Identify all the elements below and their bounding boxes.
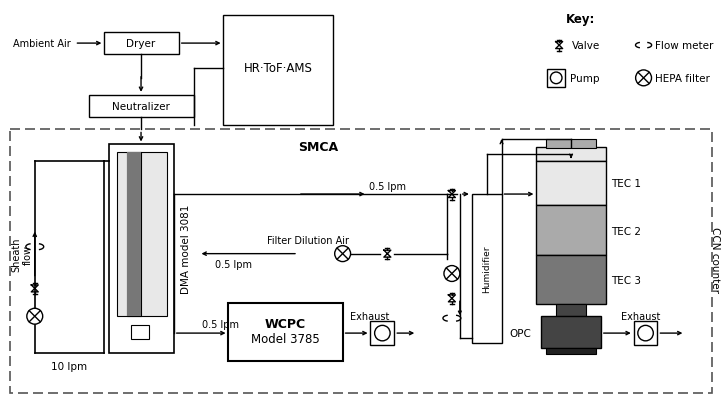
- Circle shape: [550, 73, 562, 85]
- Bar: [228, 304, 342, 361]
- Bar: [117, 153, 167, 316]
- Text: OPC: OPC: [510, 328, 531, 338]
- Text: Dryer: Dryer: [126, 39, 156, 49]
- Bar: [542, 316, 601, 348]
- Bar: [89, 96, 193, 117]
- Text: TEC 3: TEC 3: [611, 276, 640, 286]
- Text: Sheath
flow: Sheath flow: [11, 237, 33, 271]
- Text: HR·ToF·AMS: HR·ToF·AMS: [244, 62, 313, 75]
- Text: Model 3785: Model 3785: [251, 332, 319, 345]
- Bar: [131, 325, 149, 339]
- Text: 10 lpm: 10 lpm: [52, 361, 87, 371]
- Bar: [104, 33, 179, 55]
- Circle shape: [635, 71, 651, 87]
- Bar: [634, 322, 657, 345]
- Bar: [556, 305, 586, 316]
- Circle shape: [444, 266, 460, 282]
- Text: TEC 2: TEC 2: [611, 226, 640, 236]
- Bar: [546, 348, 596, 354]
- Text: DMA model 3081: DMA model 3081: [181, 205, 190, 294]
- Text: SMCA: SMCA: [298, 141, 338, 153]
- Bar: [371, 322, 394, 345]
- Text: Ambient Air: Ambient Air: [13, 39, 71, 49]
- Bar: [223, 16, 333, 125]
- Text: 0.5 lpm: 0.5 lpm: [215, 259, 252, 269]
- Text: WCPC: WCPC: [265, 317, 305, 330]
- Text: Humidifier: Humidifier: [482, 245, 491, 292]
- Text: CCN counter: CCN counter: [710, 226, 720, 292]
- Text: Flow meter: Flow meter: [656, 41, 714, 51]
- Circle shape: [27, 309, 43, 324]
- Bar: [472, 194, 502, 343]
- Bar: [547, 70, 565, 87]
- Text: HEPA filter: HEPA filter: [656, 74, 710, 84]
- Bar: [537, 205, 606, 215]
- Circle shape: [374, 326, 390, 341]
- Circle shape: [334, 246, 350, 262]
- Bar: [546, 140, 596, 149]
- Text: TEC 1: TEC 1: [611, 179, 640, 189]
- Text: Exhaust: Exhaust: [350, 311, 389, 322]
- Text: 0.5 lpm: 0.5 lpm: [369, 182, 406, 192]
- Bar: [537, 148, 606, 162]
- Bar: [109, 145, 174, 353]
- Text: 0.5 lpm: 0.5 lpm: [201, 320, 238, 329]
- Text: Filter Dilution Air: Filter Dilution Air: [267, 235, 349, 245]
- Bar: [537, 162, 606, 205]
- Text: Valve: Valve: [572, 41, 601, 51]
- Text: Neutralizer: Neutralizer: [112, 101, 170, 111]
- Text: Key:: Key:: [566, 13, 595, 26]
- Bar: [537, 205, 606, 255]
- Bar: [127, 153, 141, 316]
- Bar: [127, 153, 141, 316]
- Text: Pump: Pump: [570, 74, 600, 84]
- Bar: [537, 255, 606, 265]
- Text: Exhaust: Exhaust: [621, 311, 660, 322]
- Bar: [10, 130, 712, 393]
- Circle shape: [638, 326, 654, 341]
- Bar: [537, 255, 606, 305]
